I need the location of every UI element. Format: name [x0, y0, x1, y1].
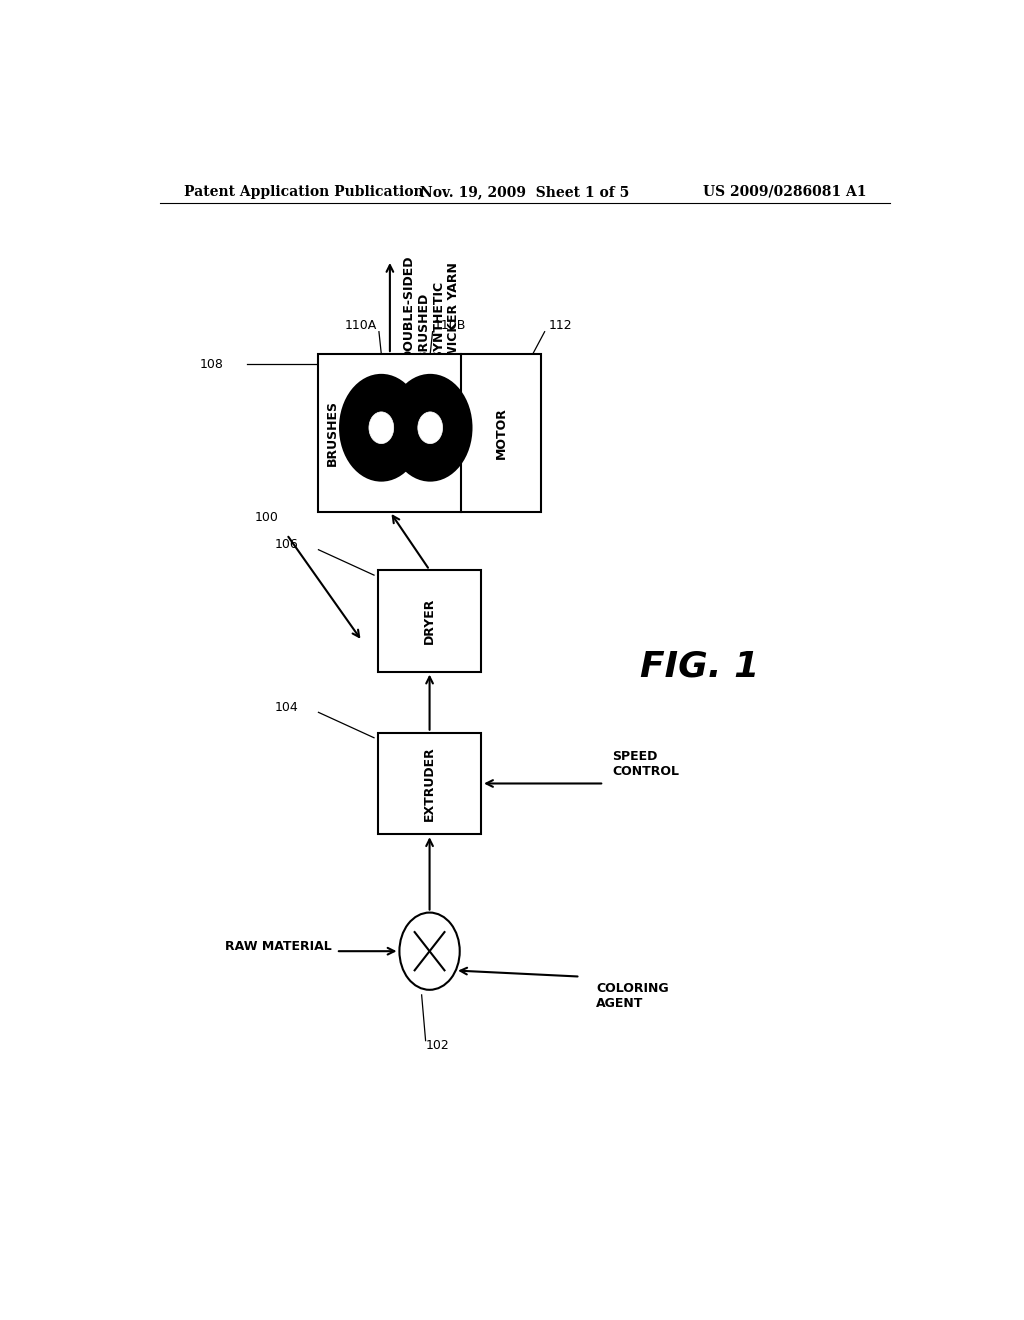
Text: 112: 112 — [549, 319, 572, 333]
Text: SPEED
CONTROL: SPEED CONTROL — [612, 750, 679, 779]
Text: Nov. 19, 2009  Sheet 1 of 5: Nov. 19, 2009 Sheet 1 of 5 — [420, 185, 630, 199]
Text: 108: 108 — [200, 358, 223, 371]
Circle shape — [340, 375, 423, 480]
Bar — [378, 570, 481, 672]
Circle shape — [389, 375, 471, 480]
Text: 110A: 110A — [345, 319, 378, 333]
Circle shape — [369, 412, 393, 444]
Text: 106: 106 — [274, 539, 299, 552]
Bar — [378, 733, 481, 834]
Bar — [318, 354, 541, 512]
Text: MOTOR: MOTOR — [495, 407, 508, 459]
Text: US 2009/0286081 A1: US 2009/0286081 A1 — [702, 185, 866, 199]
Text: EXTRUDER: EXTRUDER — [423, 746, 436, 821]
Text: Patent Application Publication: Patent Application Publication — [183, 185, 423, 199]
Text: 100: 100 — [255, 511, 279, 524]
Text: BRUSHES: BRUSHES — [327, 400, 339, 466]
Text: DRYER: DRYER — [423, 598, 436, 644]
Text: 102: 102 — [426, 1039, 450, 1052]
Text: 104: 104 — [274, 701, 299, 714]
Text: 110B: 110B — [434, 319, 467, 333]
Circle shape — [418, 412, 442, 444]
Text: DOUBLE-SIDED
BRUSHED
SYNTHETIC
WICKER YARN: DOUBLE-SIDED BRUSHED SYNTHETIC WICKER YA… — [401, 255, 460, 359]
Text: COLORING
AGENT: COLORING AGENT — [596, 982, 669, 1010]
Text: FIG. 1: FIG. 1 — [640, 649, 759, 684]
Text: RAW MATERIAL: RAW MATERIAL — [225, 940, 332, 953]
